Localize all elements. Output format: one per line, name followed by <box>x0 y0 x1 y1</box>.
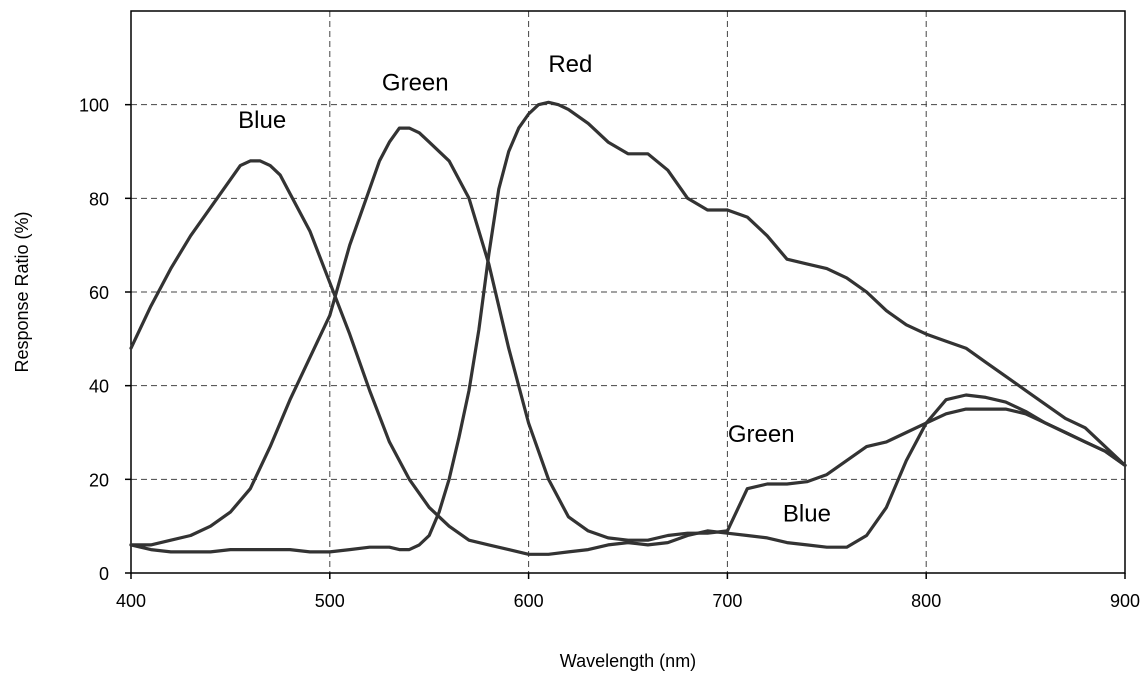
curve-label-red: Red <box>548 51 592 78</box>
x-tick-label: 900 <box>1110 591 1140 611</box>
curve-label-green: Green <box>382 70 449 97</box>
curve-annotations: Blue Green Red Green Blue <box>238 51 831 528</box>
x-tick-label: 500 <box>315 591 345 611</box>
curve-label-green: Green <box>728 421 795 448</box>
x-axis-title: Wavelength (nm) <box>560 651 696 671</box>
y-axis-ticks: 0 20 40 60 80 100 <box>79 96 131 584</box>
series-curves <box>129 100 1127 556</box>
x-axis-ticks: 400 500 600 700 800 900 <box>116 573 1140 611</box>
x-tick-label: 800 <box>911 591 941 611</box>
grid-lines <box>131 11 1125 573</box>
y-tick-label: 20 <box>89 470 109 490</box>
series-blue-line <box>129 159 1127 556</box>
x-tick-label: 700 <box>712 591 742 611</box>
curve-label-blue: Blue <box>783 500 831 527</box>
y-tick-label: 80 <box>89 189 109 209</box>
y-tick-label: 0 <box>99 564 109 584</box>
y-axis-title: Response Ratio (%) <box>12 211 32 372</box>
series-red-line <box>129 100 1127 554</box>
curve-label-blue: Blue <box>238 107 286 134</box>
x-tick-label: 400 <box>116 591 146 611</box>
x-tick-label: 600 <box>514 591 544 611</box>
y-tick-label: 40 <box>89 377 109 397</box>
y-tick-label: 100 <box>79 96 109 116</box>
y-tick-label: 60 <box>89 283 109 303</box>
series-green-line <box>129 126 1127 547</box>
